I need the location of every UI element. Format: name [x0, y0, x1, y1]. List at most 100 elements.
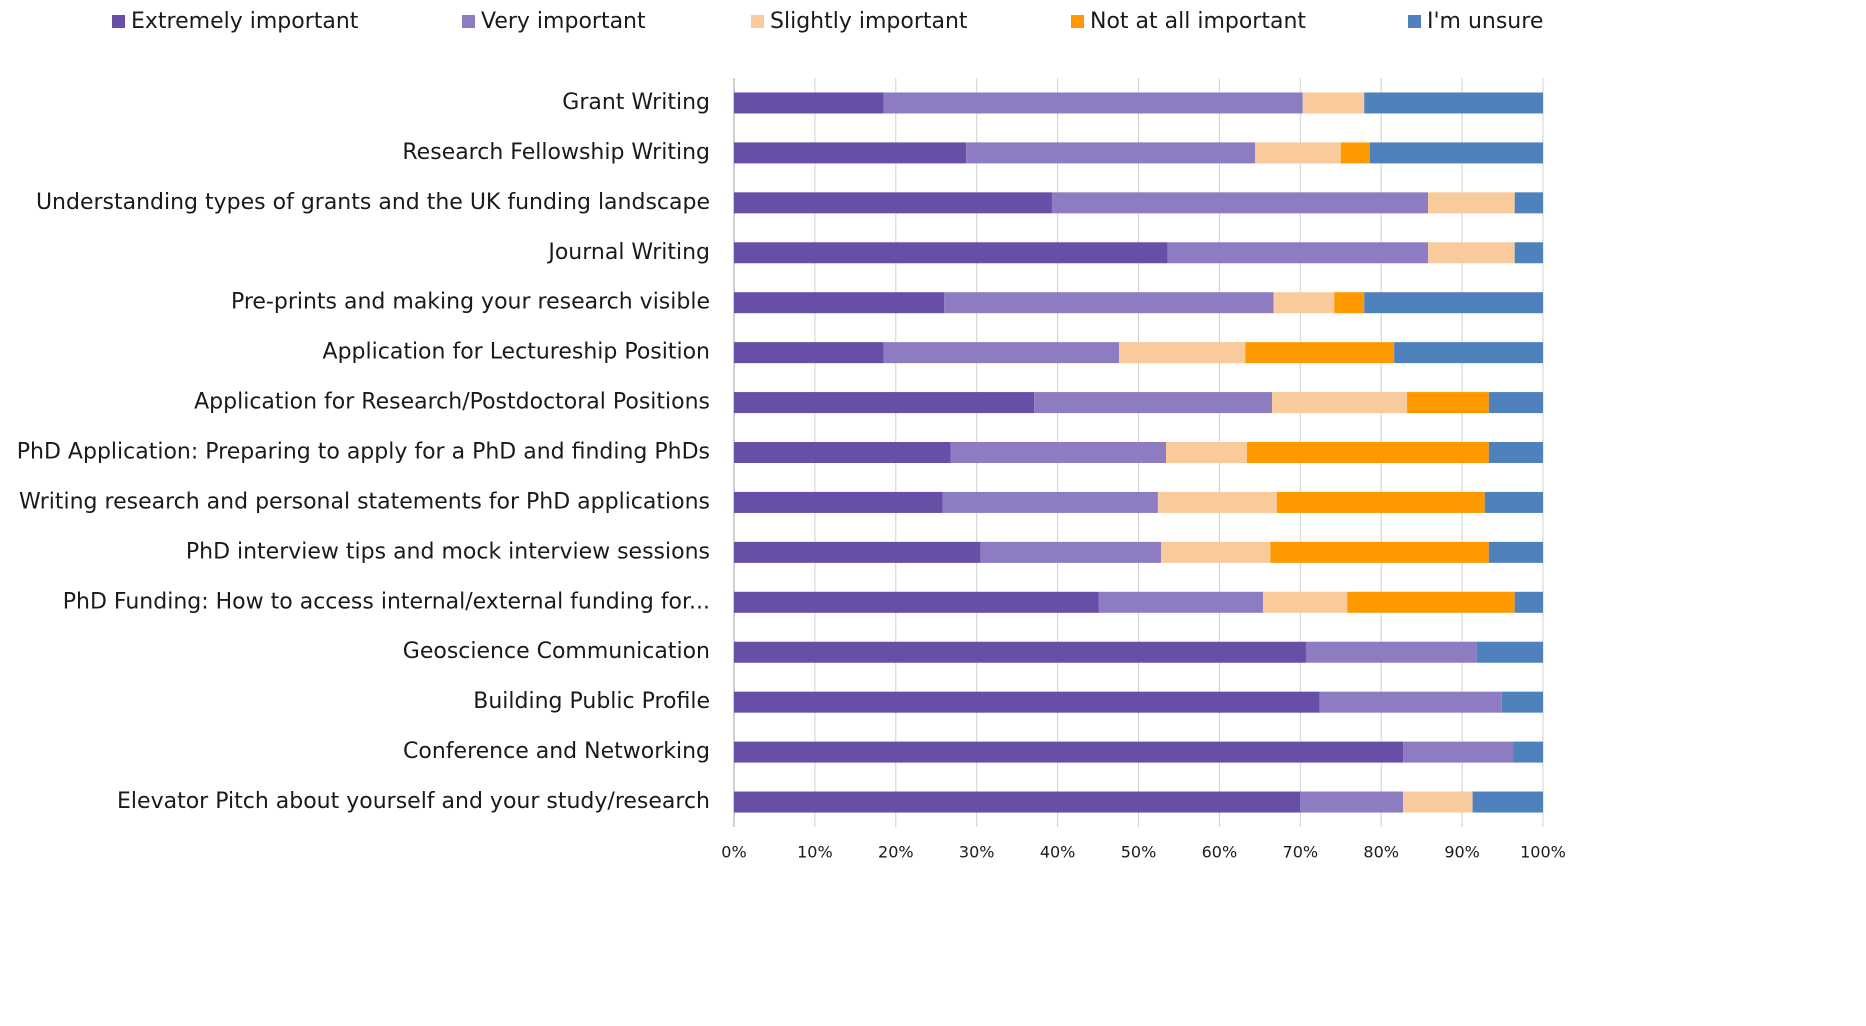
- x-tick-label: 0%: [721, 843, 746, 862]
- category-label: Pre-prints and making your research visi…: [231, 290, 710, 315]
- legend-label: Extremely important: [131, 9, 359, 34]
- bar-segment: [734, 142, 967, 164]
- bar-segment: [1300, 791, 1404, 813]
- bar-segment: [1276, 491, 1485, 513]
- x-tick-label: 70%: [1283, 843, 1319, 862]
- legend-swatch: [1408, 15, 1421, 28]
- x-tick-label: 20%: [878, 843, 914, 862]
- bar-segment: [1051, 192, 1429, 214]
- category-label: Geoscience Communication: [403, 639, 710, 664]
- bar-segment: [1501, 691, 1543, 713]
- bar-segment: [1488, 442, 1543, 463]
- bar-segment: [980, 541, 1162, 563]
- bar-segment: [950, 442, 1167, 463]
- x-tick-label: 10%: [797, 843, 833, 862]
- bar-segment: [1364, 292, 1543, 314]
- bar-segment: [1263, 591, 1348, 613]
- bar-segment: [1514, 591, 1543, 613]
- bar-segment: [1245, 342, 1395, 364]
- bar-segment: [734, 691, 1320, 713]
- legend-label: Very important: [481, 9, 646, 34]
- bar-segment: [883, 342, 1120, 364]
- bar-segment: [734, 591, 1099, 613]
- bar-segment: [1246, 442, 1489, 463]
- bar-segment: [734, 641, 1306, 663]
- bar-segment: [1271, 392, 1408, 414]
- bar-segment: [1302, 92, 1365, 114]
- bar-segment: [1340, 142, 1370, 164]
- bar-segment: [734, 192, 1052, 214]
- bar-segment: [1472, 791, 1543, 813]
- bar-segment: [1369, 142, 1543, 164]
- bar-segment: [1394, 342, 1543, 364]
- bar-segment: [1254, 142, 1341, 164]
- bar-segment: [1098, 591, 1264, 613]
- category-label: PhD interview tips and mock interview se…: [186, 539, 710, 564]
- bar-segment: [1428, 242, 1515, 264]
- category-label: Conference and Networking: [403, 739, 710, 764]
- legend-swatch: [1071, 15, 1084, 28]
- x-tick-label: 80%: [1363, 843, 1399, 862]
- bar-segment: [966, 142, 1255, 164]
- bar-segment: [1488, 541, 1543, 563]
- bar-segment: [1273, 292, 1335, 314]
- bar-segment: [942, 491, 1158, 513]
- legend-swatch: [751, 15, 764, 28]
- bar-segment: [1514, 192, 1543, 214]
- bar-segment: [1514, 242, 1543, 264]
- bar-segment: [734, 741, 1404, 763]
- bar-segment: [1270, 541, 1489, 563]
- category-label: Grant Writing: [562, 90, 710, 115]
- bar-segment: [883, 92, 1303, 114]
- bar-segment: [1305, 641, 1477, 663]
- bar-segment: [734, 442, 951, 463]
- legend-label: Slightly important: [770, 9, 968, 34]
- category-label: Journal Writing: [546, 240, 710, 265]
- x-tick-label: 100%: [1520, 843, 1566, 862]
- bar-segment: [734, 392, 1035, 414]
- bar-segment: [1166, 442, 1247, 463]
- category-label: Research Fellowship Writing: [402, 140, 710, 165]
- bar-segment: [734, 242, 1168, 264]
- category-label: Elevator Pitch about yourself and your s…: [117, 789, 710, 814]
- category-label: PhD Funding: How to access internal/exte…: [63, 589, 710, 614]
- x-tick-label: 60%: [1202, 843, 1238, 862]
- bar-segment: [734, 541, 981, 563]
- bar-segment: [1119, 342, 1246, 364]
- x-tick-label: 90%: [1444, 843, 1480, 862]
- bar-segment: [734, 491, 943, 513]
- x-tick-label: 40%: [1040, 843, 1076, 862]
- x-tick-label: 50%: [1121, 843, 1157, 862]
- category-label: PhD Application: Preparing to apply for …: [17, 440, 710, 465]
- bar-segment: [1428, 192, 1515, 214]
- bar-segment: [734, 791, 1301, 813]
- bar-segment: [734, 92, 884, 114]
- category-label: Understanding types of grants and the UK…: [36, 190, 710, 215]
- bar-segment: [1347, 591, 1515, 613]
- bar-segment: [1334, 292, 1365, 314]
- bar-segment: [1034, 392, 1272, 414]
- category-label: Writing research and personal statements…: [19, 489, 710, 514]
- bar-segment: [1319, 691, 1502, 713]
- bar-segment: [1403, 741, 1514, 763]
- bar-segment: [1476, 641, 1543, 663]
- bar-segment: [1167, 242, 1429, 264]
- bar-segment: [734, 292, 945, 314]
- bar-segment: [1157, 491, 1277, 513]
- legend-label: Not at all important: [1090, 9, 1306, 34]
- legend-swatch: [462, 15, 475, 28]
- bar-segment: [944, 292, 1274, 314]
- category-label: Building Public Profile: [473, 689, 710, 714]
- bar-segment: [734, 342, 884, 364]
- bar-segment: [1407, 392, 1489, 414]
- bar-segment: [1484, 491, 1543, 513]
- legend-label: I'm unsure: [1427, 9, 1543, 34]
- bar-segment: [1488, 392, 1543, 414]
- category-label: Application for Research/Postdoctoral Po…: [194, 390, 710, 415]
- bar-segment: [1513, 741, 1543, 763]
- bar-segment: [1364, 92, 1543, 114]
- category-label: Application for Lectureship Position: [323, 340, 710, 365]
- x-tick-label: 30%: [959, 843, 995, 862]
- bar-segment: [1161, 541, 1271, 563]
